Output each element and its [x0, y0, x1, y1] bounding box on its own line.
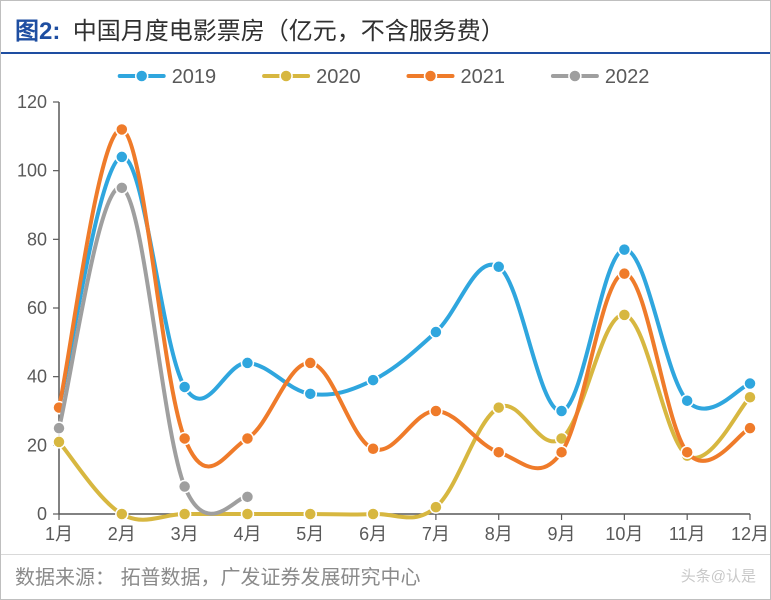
- series-marker: [681, 395, 693, 407]
- legend-label: 2021: [461, 66, 506, 88]
- x-tick-label: 2月: [108, 524, 136, 544]
- x-tick-label: 7月: [422, 524, 450, 544]
- source-text: 拓普数据，广发证券发展研究中心: [121, 567, 421, 589]
- series-marker: [367, 508, 379, 520]
- series-marker: [241, 432, 253, 444]
- series-marker: [304, 357, 316, 369]
- line-chart: 2019 2020 2021 2022 0 20 40 60 80 100 120 1月 2月 3月 4月 5…: [1, 54, 770, 554]
- chart-title: 中国月度电影票房（亿元，不含服务费）: [73, 18, 505, 45]
- series-marker: [53, 436, 65, 448]
- series-marker: [179, 481, 191, 493]
- figure-label: 图2:: [15, 18, 60, 45]
- source-block: 数据来源： 拓普数据，广发证券发展研究中心: [15, 561, 421, 590]
- footer-row: 数据来源： 拓普数据，广发证券发展研究中心 头条@认是: [1, 554, 770, 600]
- series-marker: [493, 261, 505, 273]
- legend-item: 2022: [553, 66, 650, 88]
- series-marker: [618, 244, 630, 256]
- series-marker: [618, 309, 630, 321]
- series-marker: [744, 378, 756, 390]
- x-tick-label: 3月: [171, 524, 199, 544]
- series-marker: [493, 446, 505, 458]
- series-marker: [430, 501, 442, 513]
- legend-item: 2020: [264, 66, 361, 88]
- series-marker: [430, 405, 442, 417]
- series-marker: [116, 508, 128, 520]
- watermark-text: 头条@认是: [681, 565, 756, 586]
- series-marker: [744, 391, 756, 403]
- series-marker: [241, 508, 253, 520]
- legend-label: 2022: [605, 66, 650, 88]
- series-marker: [744, 422, 756, 434]
- series-marker: [53, 422, 65, 434]
- legend-label: 2020: [316, 66, 361, 88]
- series-marker: [116, 151, 128, 163]
- figure-frame: 图2: 中国月度电影票房（亿元，不含服务费） 2019 2020 2021 2022 0…: [0, 0, 771, 600]
- series-marker: [304, 508, 316, 520]
- series-marker: [367, 374, 379, 386]
- y-tick-label: 100: [17, 161, 47, 181]
- y-tick-label: 80: [27, 229, 47, 249]
- series-marker: [618, 268, 630, 280]
- series-marker: [493, 402, 505, 414]
- series-marker: [430, 326, 442, 338]
- x-tick-label: 12月: [731, 524, 769, 544]
- series-marker: [556, 405, 568, 417]
- legend-item: 2019: [120, 66, 217, 88]
- source-label: 数据来源：: [15, 567, 115, 589]
- legend-label: 2019: [172, 66, 217, 88]
- x-tick-label: 6月: [359, 524, 387, 544]
- series-marker: [556, 446, 568, 458]
- y-tick-label: 60: [27, 298, 47, 318]
- series-marker: [681, 446, 693, 458]
- legend-item: 2021: [409, 66, 506, 88]
- series-marker: [179, 508, 191, 520]
- series-marker: [179, 432, 191, 444]
- x-tick-label: 10月: [605, 524, 643, 544]
- series-marker: [241, 357, 253, 369]
- series-marker: [241, 491, 253, 503]
- chart-area: 2019 2020 2021 2022 0 20 40 60 80 100 120 1月 2月 3月 4月 5…: [1, 54, 770, 554]
- x-tick-label: 5月: [296, 524, 324, 544]
- title-row: 图2: 中国月度电影票房（亿元，不含服务费）: [1, 1, 770, 54]
- series-marker: [116, 182, 128, 194]
- series-line: [59, 315, 750, 520]
- x-tick-label: 11月: [669, 524, 706, 544]
- series-marker: [179, 381, 191, 393]
- series-marker: [116, 123, 128, 135]
- x-tick-label: 1月: [45, 524, 73, 544]
- y-tick-label: 40: [27, 367, 47, 387]
- y-tick-label: 120: [17, 92, 47, 112]
- x-tick-label: 4月: [233, 524, 261, 544]
- y-tick-label: 20: [27, 435, 47, 455]
- series-marker: [367, 443, 379, 455]
- y-tick-label: 0: [37, 504, 47, 524]
- x-tick-label: 8月: [485, 524, 513, 544]
- x-tick-label: 9月: [548, 524, 576, 544]
- series-marker: [304, 388, 316, 400]
